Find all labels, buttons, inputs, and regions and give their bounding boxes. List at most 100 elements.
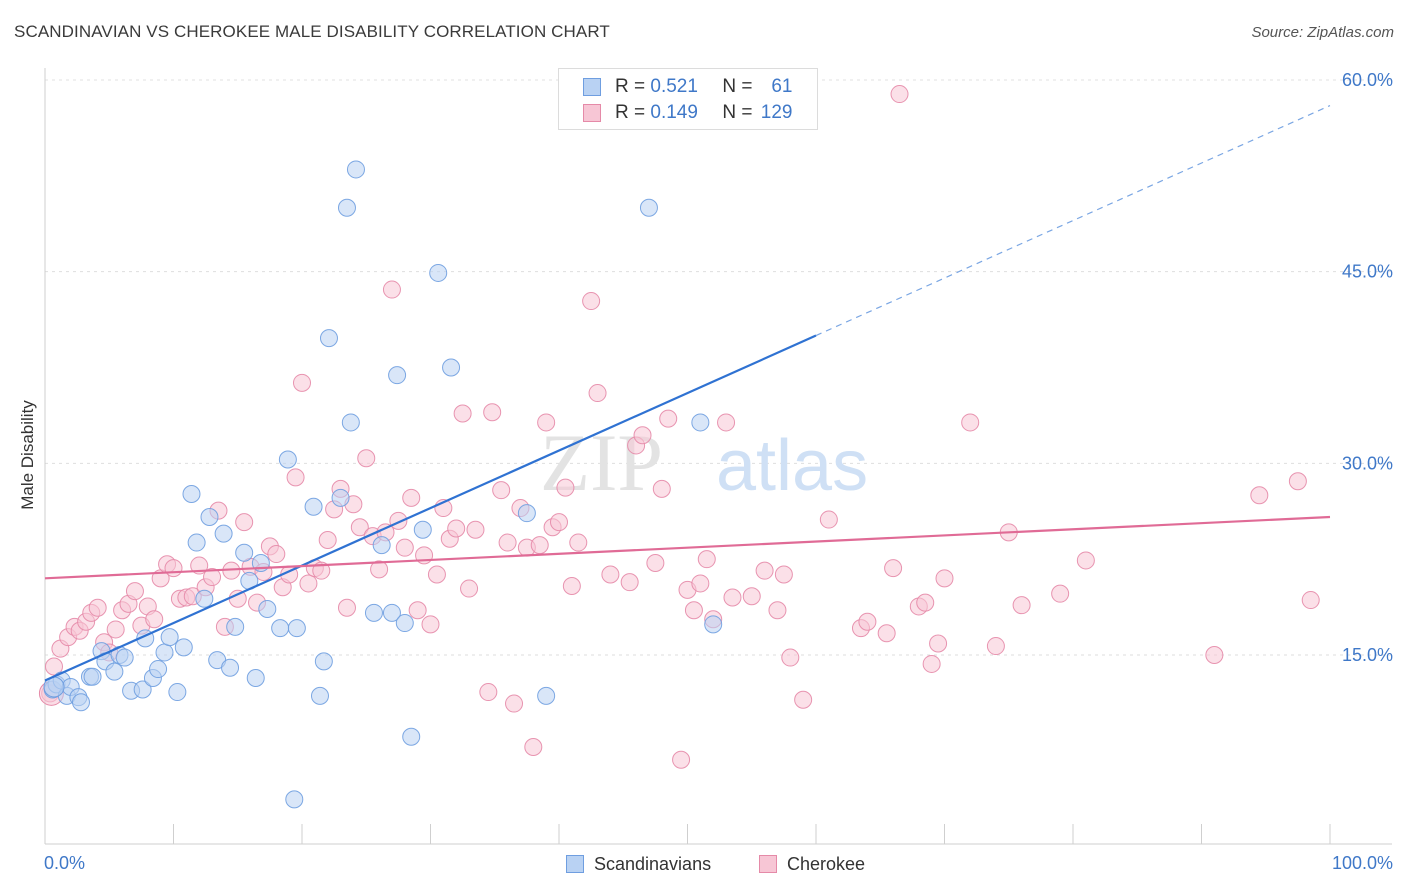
- cherokee-point: [646, 554, 665, 572]
- scandinavian-point: [341, 413, 360, 432]
- cherokee-point: [106, 620, 125, 639]
- cherokee-point: [890, 85, 909, 104]
- cherokee-point: [203, 568, 222, 587]
- cherokee-point: [620, 573, 639, 592]
- scandinavian-point: [382, 603, 401, 622]
- trend-lines: [44, 105, 1331, 682]
- legend-r-value: 0.149: [650, 102, 698, 123]
- cherokee-point: [125, 582, 144, 601]
- legend-n-value: 129: [760, 102, 793, 123]
- cherokee-point: [774, 565, 793, 584]
- cherokee-point: [1288, 472, 1307, 491]
- cherokee-point: [318, 531, 337, 549]
- scandinavian-point: [337, 198, 356, 217]
- cherokee-point: [1051, 584, 1070, 603]
- tick-labels: 15.0% 30.0% 45.0% 60.0% 0.0% 100.0%: [44, 70, 1393, 873]
- scandinavian-point: [537, 686, 556, 705]
- scandinavian-point: [395, 614, 414, 633]
- bottom-legend-cherokee: Cherokee: [759, 852, 865, 876]
- cherokee-point: [582, 292, 601, 311]
- scandinavian-point: [174, 638, 193, 657]
- scandinavian-point: [187, 533, 206, 552]
- y-tick-label: 60.0%: [1342, 70, 1393, 90]
- cherokee-point: [483, 403, 502, 422]
- cherokee-point: [633, 426, 652, 445]
- cherokee-point: [357, 449, 376, 468]
- scandinavian-point: [429, 263, 448, 282]
- cherokee-point: [916, 593, 935, 612]
- scandinavian-point: [214, 524, 233, 543]
- cherokee-point: [556, 478, 575, 497]
- cherokee-point: [88, 598, 107, 617]
- cherokee-point: [479, 683, 498, 702]
- cherokee-point: [858, 612, 877, 631]
- scandinavian-point: [221, 658, 240, 677]
- cherokee-point: [350, 518, 369, 537]
- scandinavian-point: [168, 683, 187, 702]
- cherokee-point: [1076, 551, 1095, 570]
- scandinavian-point: [304, 497, 323, 516]
- cherokee-point: [652, 479, 671, 498]
- cherokee-point: [929, 634, 948, 653]
- scandinavian-point: [517, 504, 536, 523]
- legend-row-cherokee: R = 0.149 N = 129: [583, 101, 793, 125]
- bottom-legend-label: Cherokee: [787, 853, 866, 874]
- scandinavian-point: [413, 520, 432, 539]
- legend-n-value: 61: [771, 76, 793, 97]
- scandinavian-point: [314, 652, 333, 671]
- cherokee-point: [524, 738, 543, 756]
- scandinavian-point: [226, 617, 245, 636]
- stats-legend: R = 0.521 N = 61 R = 0.149 N = 129: [558, 68, 818, 130]
- bottom-legend-swatch-blue: [566, 855, 584, 873]
- scandinavian-point: [285, 790, 304, 809]
- cherokee-point: [370, 560, 389, 579]
- scandinavian-point: [364, 603, 383, 622]
- cherokee-point: [717, 413, 736, 432]
- scandinavian-point: [271, 619, 290, 638]
- cherokee-point: [235, 513, 254, 532]
- cherokee-point: [1205, 646, 1224, 664]
- scandinavian-point: [195, 589, 214, 608]
- cherokee-point: [530, 536, 549, 555]
- scandinavian-point: [331, 488, 350, 507]
- cherokee-point: [1012, 596, 1031, 615]
- y-tick-label: 15.0%: [1342, 645, 1393, 665]
- legend-n-label: N =: [722, 102, 753, 123]
- legend-r-value: 0.521: [650, 76, 698, 97]
- bottom-legend-scandinavians: Scandinavians: [566, 852, 711, 876]
- cherokee-point: [884, 559, 903, 578]
- scandinavian-point: [155, 643, 174, 662]
- scandinavian-point: [149, 660, 168, 679]
- scandinavian-point: [235, 543, 254, 562]
- source-label: Source: ZipAtlas.com: [1251, 24, 1394, 41]
- scandinavian-point: [182, 485, 201, 503]
- x-tick-label: 0.0%: [44, 853, 85, 873]
- cherokee-point: [395, 538, 414, 557]
- cherokee-point: [684, 601, 703, 620]
- cherokee-point: [723, 588, 742, 607]
- scandinavian-point: [704, 615, 723, 634]
- cherokee-point: [408, 601, 427, 620]
- bottom-legend-label: Scandinavians: [594, 853, 712, 874]
- cherokee-point: [755, 561, 774, 580]
- cherokee-point: [922, 654, 941, 673]
- cherokee-point: [781, 648, 800, 667]
- scandinavian-point: [160, 628, 179, 647]
- cherokee-point: [819, 510, 838, 529]
- scandinavian-point: [372, 536, 391, 555]
- scandinavian-point: [200, 508, 219, 526]
- legend-swatch-pink: [583, 104, 601, 122]
- y-tick-label: 45.0%: [1342, 262, 1393, 282]
- scandinavian-point: [83, 667, 102, 686]
- cherokee-point: [742, 587, 761, 606]
- scandinavian-point: [278, 450, 297, 469]
- legend-swatch-blue: [583, 78, 601, 96]
- cherokee-point: [550, 513, 568, 532]
- cherokee-point: [492, 481, 511, 500]
- cherokee-point: [537, 413, 556, 432]
- cherokee-point: [466, 520, 485, 539]
- watermark: ZIP atlas: [540, 417, 868, 508]
- scandinavian-point: [105, 662, 124, 681]
- cherokee-point: [267, 545, 286, 564]
